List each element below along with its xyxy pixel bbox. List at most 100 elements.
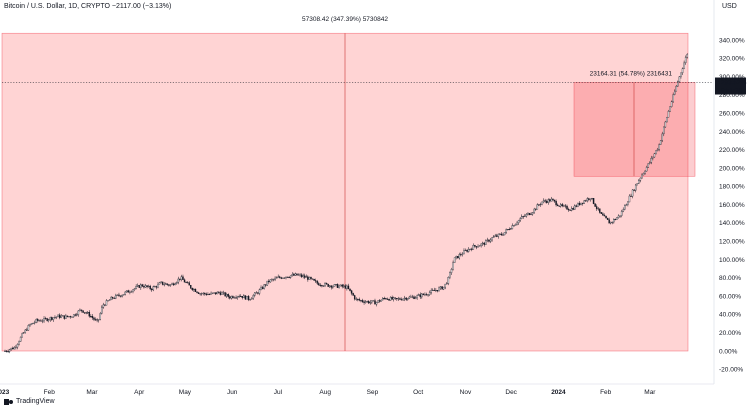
candle-body bbox=[216, 291, 219, 295]
candle-body bbox=[475, 246, 478, 248]
candle-body bbox=[200, 293, 203, 295]
candle-body bbox=[194, 288, 197, 292]
candle-body bbox=[616, 217, 618, 220]
y-axis[interactable]: -20.00% 0.00% 20.00% 40.00% 60.00% 80.00% 100.… bbox=[713, 0, 745, 384]
candle-body bbox=[26, 329, 28, 331]
candle-body bbox=[72, 314, 75, 318]
candle-body bbox=[264, 284, 267, 286]
candle-body bbox=[347, 285, 350, 290]
candle-body bbox=[286, 276, 289, 278]
tradingview-branding[interactable]: TradingView bbox=[4, 398, 55, 405]
candle-body bbox=[427, 294, 429, 296]
candle-body bbox=[40, 320, 42, 322]
candle-body bbox=[678, 76, 681, 82]
candle-body bbox=[599, 208, 601, 213]
candle-body bbox=[88, 312, 91, 317]
candle-body bbox=[555, 201, 557, 206]
candle-body bbox=[478, 245, 481, 247]
candle-body bbox=[99, 313, 101, 320]
candle-body bbox=[213, 292, 215, 294]
candle-body bbox=[241, 295, 244, 298]
candle-body bbox=[457, 256, 459, 259]
candle-body bbox=[49, 317, 51, 320]
candle-body bbox=[294, 273, 297, 276]
x-tick-label: 2023 bbox=[0, 389, 10, 396]
candle-body bbox=[502, 234, 504, 236]
candle-body bbox=[538, 204, 540, 206]
candle-body bbox=[436, 290, 439, 292]
y-tick-label: 180.00% bbox=[719, 184, 745, 191]
candle-body bbox=[639, 177, 642, 181]
candle-body bbox=[225, 294, 228, 297]
candle-body bbox=[452, 262, 454, 270]
candle-body bbox=[157, 283, 159, 288]
candle-body bbox=[358, 299, 361, 301]
candle-body bbox=[51, 317, 53, 320]
candle-body bbox=[158, 282, 161, 285]
measure-rectangle-small[interactable] bbox=[573, 82, 696, 177]
x-axis[interactable]: 2023 Feb Mar Apr May Jun Jul Aug Sep Oct Nov Dec 202… bbox=[0, 383, 714, 396]
candle-body bbox=[149, 285, 151, 290]
y-tick-label: 120.00% bbox=[719, 239, 745, 246]
x-tick-label: Jul bbox=[274, 389, 283, 396]
x-tick-label: 2024 bbox=[551, 389, 566, 396]
candle-body bbox=[129, 291, 131, 293]
candle-body bbox=[634, 184, 637, 191]
candle-body bbox=[211, 292, 214, 294]
candle-body bbox=[260, 287, 262, 290]
candle-body bbox=[71, 316, 73, 318]
x-tick-label: Aug bbox=[319, 389, 331, 396]
candle-body bbox=[597, 208, 599, 210]
candle-body bbox=[625, 204, 628, 206]
candle-body bbox=[246, 296, 248, 300]
candle-body bbox=[516, 222, 518, 225]
candle-body bbox=[308, 276, 311, 280]
candle-body bbox=[442, 286, 445, 290]
candle-body bbox=[391, 297, 393, 300]
candle-body bbox=[332, 286, 334, 288]
candle-body bbox=[179, 278, 181, 280]
candle-body bbox=[488, 239, 490, 242]
candle-body bbox=[29, 324, 31, 326]
price-badge-countdown: 16:51:28 bbox=[717, 88, 743, 95]
candle-body bbox=[585, 200, 587, 202]
candle-body bbox=[110, 296, 112, 301]
candle-body bbox=[530, 213, 532, 216]
candle-body bbox=[583, 200, 585, 204]
candle-body bbox=[285, 276, 287, 279]
x-tick-label: Nov bbox=[460, 389, 472, 396]
candle-body bbox=[272, 279, 275, 281]
candle-body bbox=[291, 274, 293, 276]
candle-body bbox=[492, 236, 495, 238]
y-tick-label: 140.00% bbox=[719, 220, 745, 227]
candle-body bbox=[485, 240, 487, 245]
candle-body bbox=[683, 62, 685, 69]
candle-body bbox=[135, 286, 137, 289]
candle-body bbox=[93, 317, 95, 320]
candle-body bbox=[500, 233, 503, 236]
candle-body bbox=[464, 250, 467, 252]
candle-body bbox=[250, 298, 253, 300]
candle-body bbox=[266, 280, 268, 286]
candle-body bbox=[658, 144, 660, 150]
y-tick-label: 100.00% bbox=[719, 257, 745, 264]
candle-body bbox=[524, 215, 526, 217]
candle-body bbox=[202, 292, 204, 294]
candle-body bbox=[617, 215, 620, 218]
candle-body bbox=[215, 292, 217, 295]
candle-body bbox=[68, 316, 70, 318]
candle-body bbox=[328, 285, 331, 287]
candle-body bbox=[627, 201, 629, 205]
candle-body bbox=[547, 199, 550, 203]
candle-body bbox=[672, 94, 674, 102]
candle-body bbox=[7, 351, 9, 353]
candle-body bbox=[172, 283, 175, 286]
candle-body bbox=[494, 235, 496, 237]
candle-body bbox=[569, 209, 571, 211]
candle-body bbox=[8, 349, 11, 352]
candle-body bbox=[517, 220, 520, 224]
candle-body bbox=[115, 294, 117, 299]
candle-body bbox=[528, 213, 531, 216]
y-tick-label: 60.00% bbox=[719, 293, 741, 300]
